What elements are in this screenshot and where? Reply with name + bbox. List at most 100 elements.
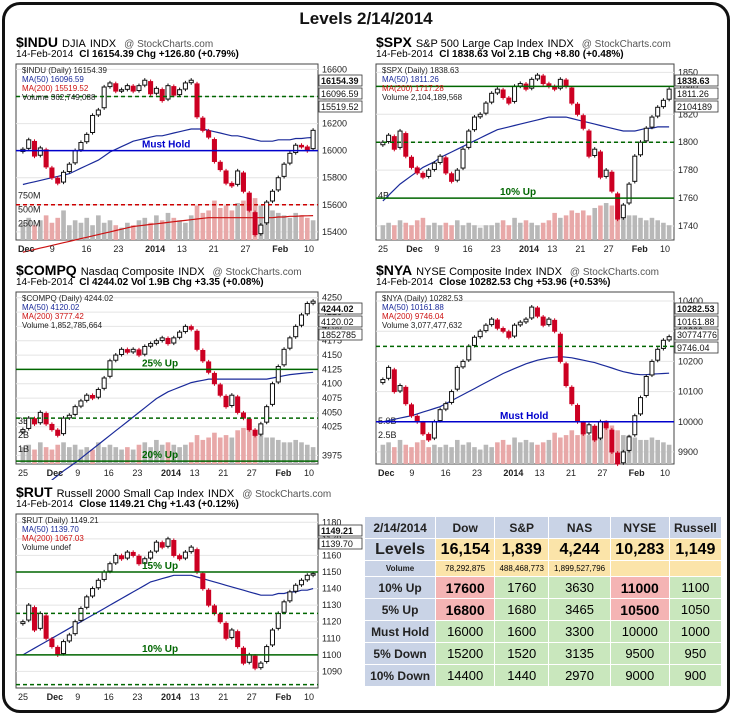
volume-bar	[299, 215, 304, 240]
table-cell: 4,244	[548, 538, 611, 561]
y-tick-label: 1160	[322, 550, 341, 560]
candle-body	[649, 116, 655, 128]
volume-bar	[603, 203, 609, 240]
volume-bar	[437, 447, 443, 464]
volume-bar	[96, 215, 101, 240]
volume-bar	[223, 435, 229, 464]
volume-bar	[380, 225, 386, 240]
candle-body	[130, 551, 136, 556]
candle-body	[72, 406, 78, 415]
candle-body	[660, 339, 666, 349]
volume-bar	[661, 442, 666, 464]
candle-body	[580, 422, 586, 435]
candle-body	[586, 130, 592, 157]
table-cell: 17600	[435, 576, 496, 599]
volume-bar	[183, 444, 188, 464]
table-cell: 1520	[494, 642, 550, 665]
legend-entry: Volume undef	[22, 543, 72, 552]
volume-bar	[455, 220, 460, 240]
candle-body	[620, 451, 626, 464]
candle-body	[49, 167, 55, 179]
volume-bar	[517, 222, 523, 240]
price-label-box	[318, 315, 363, 328]
candle-body	[26, 417, 32, 429]
table-cell: 10000	[609, 620, 670, 643]
candle-body	[408, 404, 414, 417]
legend-entry: MA(200) 3777.42	[22, 312, 84, 321]
candle-body	[534, 307, 540, 317]
x-tick-label: 13	[535, 468, 545, 478]
levels-table: 2/14/2014 Dow S&P NAS NYSE Russell Level…	[363, 516, 723, 687]
candle-body	[107, 360, 113, 377]
volume-bar	[90, 225, 95, 240]
candle-body	[563, 363, 569, 387]
volume-bar	[409, 225, 414, 240]
volume-bar	[420, 217, 426, 240]
legend-entry: MA(50) 1811.26	[382, 75, 439, 84]
y-tick-label: 15600	[322, 200, 347, 210]
volume-tick-label: 1B	[18, 444, 29, 454]
volume-bar	[293, 212, 299, 240]
table-cell: 16000	[435, 620, 496, 643]
volume-bar	[194, 435, 200, 464]
candle-body	[211, 372, 217, 385]
volume-bar	[512, 217, 517, 240]
candle-body	[211, 605, 217, 614]
candle-body	[130, 85, 136, 92]
legend-entry: Volume 2,104,189,568	[382, 93, 463, 102]
candle-body	[119, 348, 125, 355]
volume-bar	[148, 222, 153, 240]
chart-header: $RUT Russell 2000 Small Cap Index INDX @ St…	[16, 484, 331, 500]
candle-body	[397, 130, 403, 148]
volume-bar	[535, 444, 540, 464]
y-tick-label: 10200	[678, 356, 703, 366]
volume-bar	[177, 447, 182, 464]
candle-body	[380, 379, 386, 384]
volume-bar	[206, 210, 211, 240]
volume-bar	[586, 215, 592, 240]
level-line-label: Must Hold	[500, 411, 548, 422]
chart-panel-rut: $RUT Russell 2000 Small Cap Index INDX @ St…	[14, 484, 364, 704]
chart-header: $NYA NYSE Composite Index INDX @ StockChart…	[376, 262, 659, 278]
table-header-russell: Russell	[668, 516, 723, 539]
plot-area	[15, 291, 319, 465]
y-tick-label: 1800	[678, 137, 698, 147]
volume-bar	[223, 205, 229, 240]
volume-bar	[420, 439, 426, 464]
candle-body	[638, 397, 644, 415]
price-label: 4244.02	[321, 304, 354, 314]
candle-body	[240, 647, 246, 664]
candle-body	[269, 190, 276, 202]
candle-body	[194, 549, 200, 573]
price-label-box	[674, 315, 719, 328]
volume-bar	[517, 442, 523, 464]
x-tick-label: 9	[409, 468, 414, 478]
chart-date: 14-Feb-2014	[16, 49, 74, 60]
volume-bar	[426, 447, 431, 464]
candle-body	[148, 551, 154, 559]
volume-bar	[506, 225, 512, 240]
candle-body	[449, 391, 455, 403]
candle-body	[310, 129, 316, 150]
legend-entry: MA(200) 1067.03	[22, 534, 84, 543]
level-line-label: 10% Up	[500, 187, 536, 198]
x-tick-label: 21	[575, 244, 585, 254]
table-cell	[609, 560, 670, 577]
volume-bar	[252, 430, 258, 464]
x-tick-label: 23	[491, 244, 501, 254]
candle-body	[437, 155, 443, 163]
candle-body	[603, 169, 609, 177]
volume-bar	[643, 439, 649, 464]
legend-entry: $NYA (Daily) 10282.53	[382, 294, 463, 303]
candle-body	[43, 149, 49, 168]
candle-body	[90, 114, 96, 134]
candle-body	[494, 319, 500, 329]
legend-entry: MA(50) 1139.70	[22, 525, 79, 534]
legend-entry: MA(200) 1717.28	[382, 84, 444, 93]
table-cell: 14400	[435, 664, 496, 687]
candle-body	[72, 150, 78, 164]
candle-body	[90, 588, 96, 597]
candle-body	[49, 423, 55, 431]
volume-bar	[20, 447, 26, 464]
candle-body	[293, 325, 299, 338]
